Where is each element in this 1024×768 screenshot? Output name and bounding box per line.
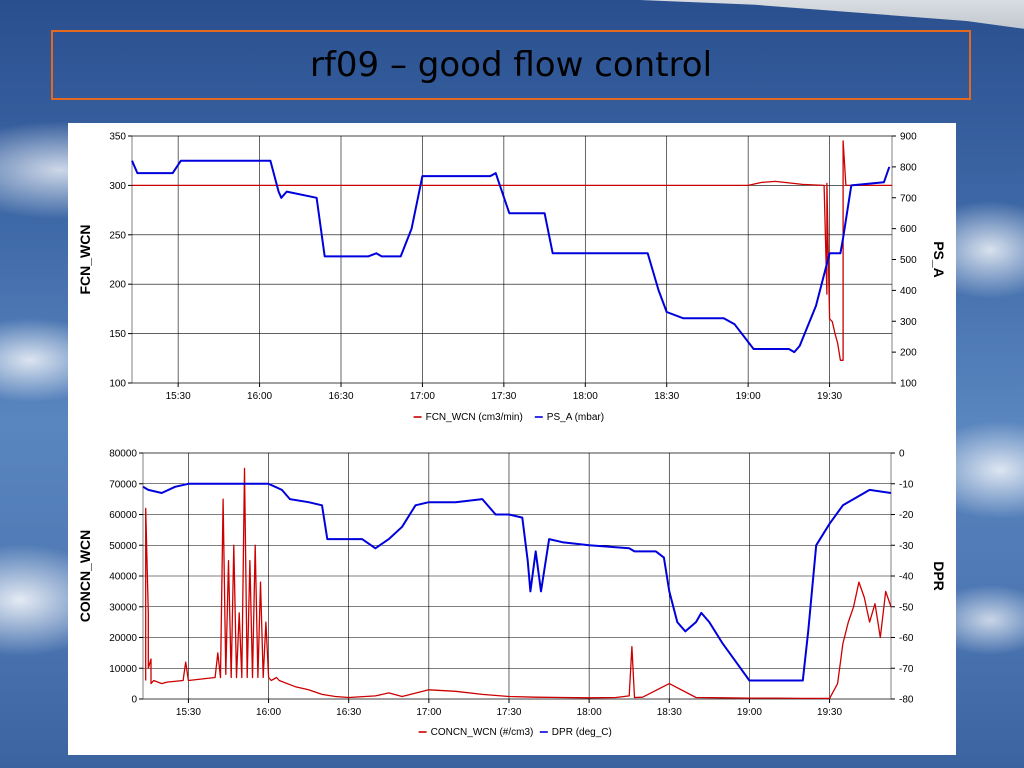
x-tick-label: 16:30 xyxy=(328,391,353,402)
x-tick-label: 19:30 xyxy=(817,707,842,718)
y-right-tick-label: 300 xyxy=(900,317,917,328)
y-right-tick-label: 900 xyxy=(900,132,917,143)
legend-entry-label: CONCN_WCN (#/cm3) xyxy=(431,727,534,738)
chart-1: 100 150 200 250 300 350 100 200 300 400 500 600 700 8… xyxy=(77,132,947,424)
legend: CONCN_WCN (#/cm3) DPR (deg_C) xyxy=(418,727,612,738)
y-right-tick-label: 0 xyxy=(899,449,905,460)
y-right-tick-label: -70 xyxy=(899,664,914,675)
y-left-tick-label: 70000 xyxy=(109,479,137,490)
y-left-tick-label: 80000 xyxy=(109,449,137,460)
x-tick-label: 16:30 xyxy=(336,707,361,718)
y-right-tick-label: -40 xyxy=(899,572,914,583)
x-tick-label: 19:30 xyxy=(817,391,842,402)
series-line-concn-wcn xyxy=(145,467,892,700)
x-tick-label: 17:30 xyxy=(491,391,516,402)
y-right-tick-label: 100 xyxy=(900,379,917,390)
y-right-tick-label: -10 xyxy=(899,479,914,490)
y-left-tick-label: 0 xyxy=(131,695,137,706)
x-tick-label: 18:30 xyxy=(657,707,682,718)
x-tick-label: 18:00 xyxy=(577,707,602,718)
x-tick-label: 17:30 xyxy=(496,707,521,718)
y-right-tick-label: 600 xyxy=(900,224,917,235)
y-left-axis-title: FCN_WCN xyxy=(77,225,93,295)
x-tick-label: 16:00 xyxy=(247,391,272,402)
x-tick-label: 19:00 xyxy=(737,707,762,718)
plot-area xyxy=(131,135,893,384)
y-left-tick-label: 50000 xyxy=(109,541,137,552)
y-left-tick-label: 350 xyxy=(109,132,126,143)
y-right-tick-label: 800 xyxy=(900,162,917,173)
y-left-tick-label: 300 xyxy=(109,181,126,192)
y-left-tick-label: 30000 xyxy=(109,602,137,613)
x-tick-label: 18:30 xyxy=(654,391,679,402)
legend-entry-label: FCN_WCN (cm3/min) xyxy=(426,412,523,423)
x-tick-label: 19:00 xyxy=(736,391,761,402)
y-right-tick-label: 400 xyxy=(900,286,917,297)
x-tick-label: 15:30 xyxy=(176,707,201,718)
y-left-tick-label: 200 xyxy=(109,280,126,291)
y-right-tick-label: 500 xyxy=(900,255,917,266)
y-right-tick-label: 700 xyxy=(900,193,917,204)
y-left-tick-label: 250 xyxy=(109,230,126,241)
x-tick-label: 15:30 xyxy=(166,391,191,402)
x-tick-label: 16:00 xyxy=(256,707,281,718)
y-right-tick-label: -80 xyxy=(899,695,914,706)
y-right-tick-label: 200 xyxy=(900,348,917,359)
x-tick-label: 17:00 xyxy=(410,391,435,402)
slide-title: rf09 – good flow control xyxy=(309,45,713,85)
slide-title-box: rf09 – good flow control xyxy=(51,30,971,100)
chart-2: 0 10000 20000 30000 40000 50000 60000 70000 8000… xyxy=(77,449,947,739)
y-right-tick-label: -20 xyxy=(899,510,914,521)
series-line-dpr xyxy=(142,482,892,682)
y-left-axis-title: CONCN_WCN xyxy=(77,530,93,623)
y-left-tick-label: 40000 xyxy=(109,572,137,583)
y-right-axis-title: DPR xyxy=(931,561,947,591)
y-left-tick-label: 60000 xyxy=(109,510,137,521)
legend-entry-label: PS_A (mbar) xyxy=(547,412,604,423)
legend-entry-label: DPR (deg_C) xyxy=(552,727,612,738)
y-right-axis-title: PS_A xyxy=(931,241,947,278)
y-left-tick-label: 100 xyxy=(109,379,126,390)
y-right-tick-label: -50 xyxy=(899,602,914,613)
y-right-tick-label: -30 xyxy=(899,541,914,552)
legend: FCN_WCN (cm3/min) PS_A (mbar) xyxy=(413,412,604,423)
x-tick-label: 17:00 xyxy=(416,707,441,718)
charts-canvas: 100 150 200 250 300 350 100 200 300 400 500 600 700 8… xyxy=(77,132,947,739)
y-right-tick-label: -60 xyxy=(899,633,914,644)
x-tick-label: 18:00 xyxy=(573,391,598,402)
y-left-tick-label: 150 xyxy=(109,329,126,340)
series-line-fcn-wcn xyxy=(132,140,892,361)
chart-panel: 100 150 200 250 300 350 100 200 300 400 500 600 700 8… xyxy=(68,123,956,755)
y-left-tick-label: 10000 xyxy=(109,664,137,675)
y-left-tick-label: 20000 xyxy=(109,633,137,644)
series-line-ps-a xyxy=(131,159,891,354)
